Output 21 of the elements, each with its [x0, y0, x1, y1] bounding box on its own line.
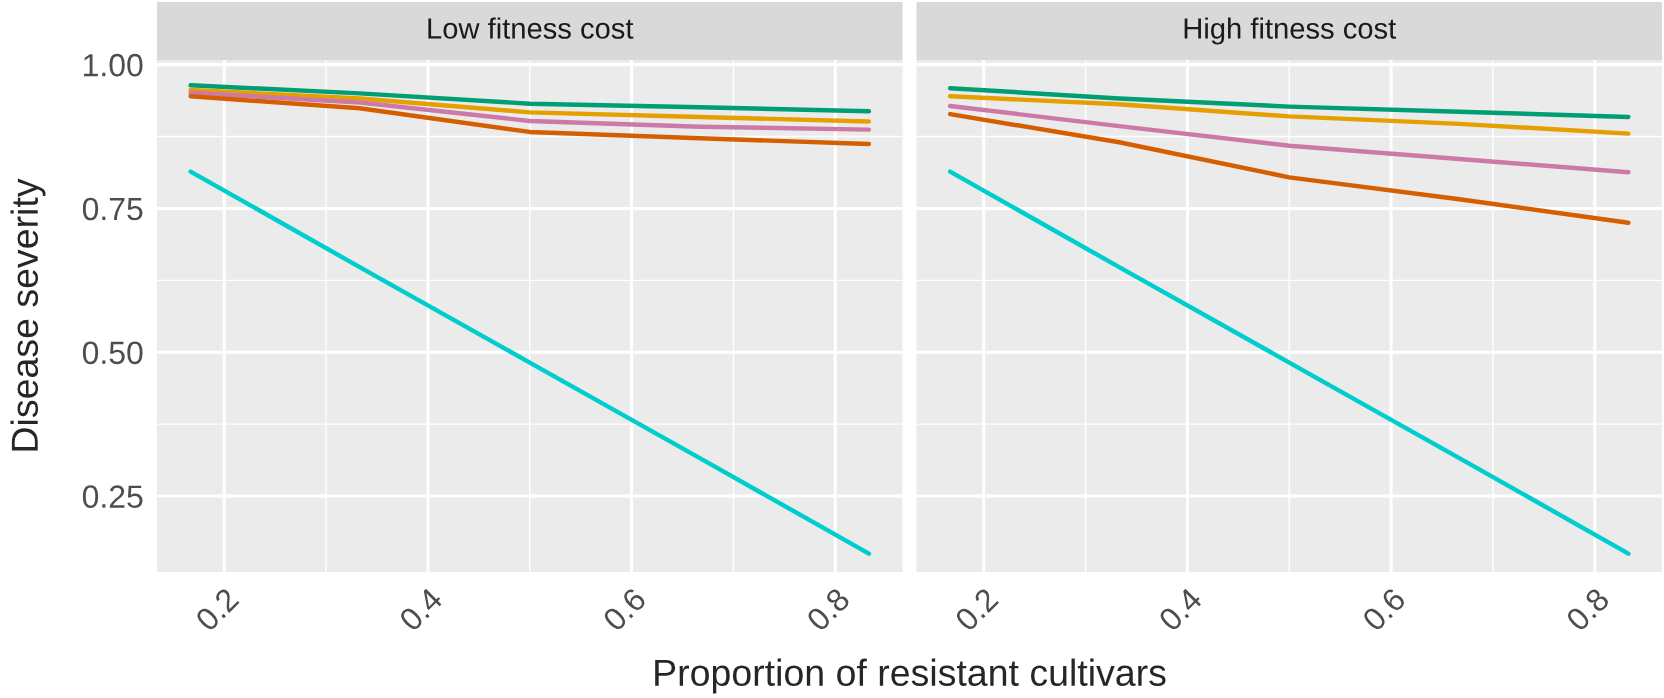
chart-title: High fitness cost — [1184, 17, 1397, 45]
y-tick-label: 1.00 — [84, 53, 143, 77]
x-tick-label: 0.4 — [397, 586, 444, 633]
line-series — [188, 87, 872, 124]
line-series — [188, 83, 872, 114]
x-tick-label: 0.8 — [805, 586, 851, 633]
x-tick-label: 0.2 — [953, 586, 1000, 633]
y-tick-label: 0.50 — [82, 341, 143, 365]
x-tick-label: 0.2 — [194, 586, 240, 633]
x-tick-label: 0.4 — [1157, 586, 1204, 633]
x-tick-label: 0.6 — [1361, 586, 1407, 633]
y-tick-label: 0.75 — [82, 197, 143, 221]
y-axis-title: Disease severity — [10, 178, 46, 451]
line-series — [188, 169, 872, 556]
y-tick-label: 0.25 — [82, 485, 143, 508]
chart-title: Low fitness cost — [428, 17, 634, 39]
line-series — [188, 94, 872, 147]
x-axis-title: Proportion of resistant cultivars — [655, 658, 1166, 694]
x-tick-label: 0.8 — [1564, 586, 1611, 633]
line-series — [188, 90, 872, 132]
x-tick-label: 0.6 — [601, 586, 648, 633]
